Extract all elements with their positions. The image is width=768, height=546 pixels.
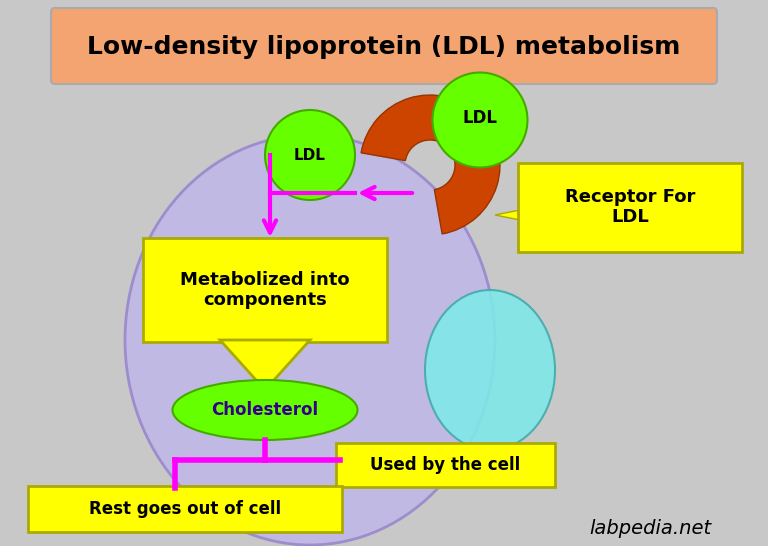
Text: Used by the cell: Used by the cell: [370, 456, 520, 474]
FancyBboxPatch shape: [28, 486, 342, 532]
Polygon shape: [495, 210, 520, 220]
Text: LDL: LDL: [462, 109, 498, 127]
Text: LDL: LDL: [294, 147, 326, 163]
Ellipse shape: [432, 73, 528, 168]
FancyBboxPatch shape: [336, 443, 555, 487]
Text: Rest goes out of cell: Rest goes out of cell: [89, 500, 281, 518]
Ellipse shape: [125, 135, 495, 545]
Wedge shape: [361, 95, 500, 234]
FancyBboxPatch shape: [143, 238, 387, 342]
Text: labpedia.net: labpedia.net: [589, 519, 711, 537]
Text: Low-density lipoprotein (LDL) metabolism: Low-density lipoprotein (LDL) metabolism: [88, 35, 680, 59]
Text: Metabolized into
components: Metabolized into components: [180, 271, 349, 310]
Polygon shape: [220, 340, 310, 390]
Ellipse shape: [173, 380, 357, 440]
Ellipse shape: [425, 290, 555, 450]
Ellipse shape: [265, 110, 355, 200]
Text: Cholesterol: Cholesterol: [211, 401, 319, 419]
FancyBboxPatch shape: [518, 163, 742, 252]
FancyBboxPatch shape: [51, 8, 717, 84]
Text: Receptor For
LDL: Receptor For LDL: [564, 188, 695, 227]
